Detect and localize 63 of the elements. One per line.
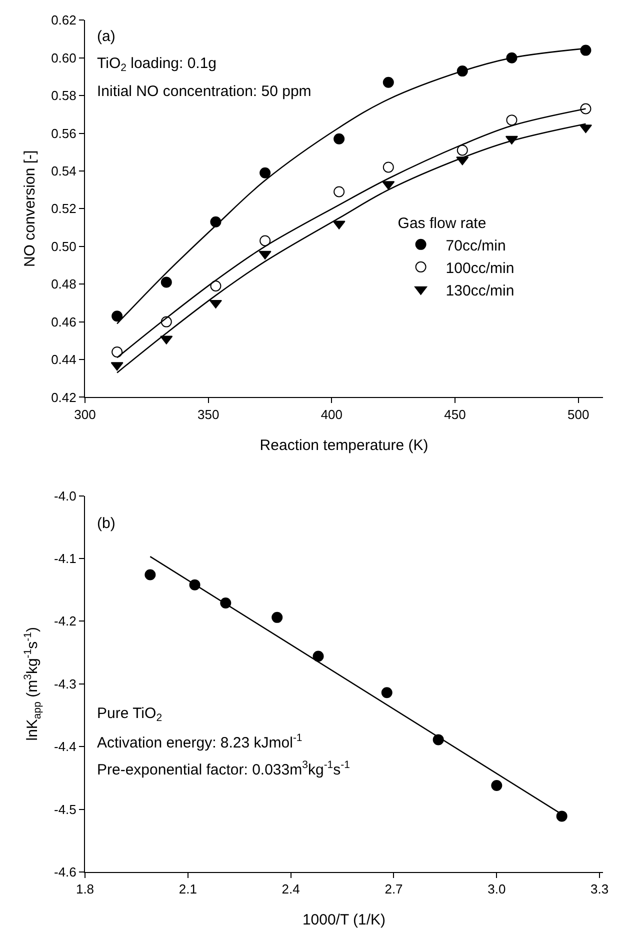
point <box>260 167 271 178</box>
x-tick-label: 3.0 <box>488 882 506 897</box>
point <box>334 133 345 144</box>
point <box>334 186 345 198</box>
annotation: TiO$_{2}$ loading: 0.1g <box>97 55 217 74</box>
point <box>312 650 324 662</box>
y-tick-label: -4.5 <box>54 802 76 817</box>
x-tick-label: 3.3 <box>590 882 609 897</box>
y-tick-label: 0.62 <box>51 12 76 28</box>
point <box>210 280 222 292</box>
x-axis-title: 1000/T (1/K) <box>302 912 386 929</box>
y-tick-label: 0.44 <box>51 352 76 368</box>
y-tick-label: 0.52 <box>51 201 76 216</box>
y-tick-label: 0.54 <box>51 164 76 179</box>
y-tick-label: -4.2 <box>54 614 76 629</box>
y-tick-label: 0.60 <box>51 50 76 66</box>
annotation: (b) <box>97 515 116 532</box>
y-tick-label: 0.58 <box>51 88 76 104</box>
point <box>580 44 592 56</box>
legend-title: Gas flow rate <box>398 215 486 232</box>
annotation: Pure TiO$_{2}$ <box>97 705 162 724</box>
point <box>382 162 394 173</box>
annotation: Activation energy: 8.23 kJmol$^{-1}$ <box>97 732 302 752</box>
point <box>144 569 156 580</box>
point <box>160 276 172 288</box>
y-tick-label: 0.46 <box>51 314 76 330</box>
x-tick-label: 400 <box>320 406 343 422</box>
point <box>272 612 283 623</box>
x-tick-label: 300 <box>74 406 96 422</box>
point <box>556 810 568 822</box>
x-tick-label: 2.4 <box>282 882 300 897</box>
y-tick-label: 0.48 <box>51 276 76 292</box>
y-axis-title: NO conversion [-] <box>21 150 38 268</box>
point <box>112 346 123 358</box>
x-tick-label: 2.1 <box>178 882 197 897</box>
y-tick-label: -4.4 <box>54 739 76 754</box>
x-tick-label: 500 <box>567 406 590 422</box>
point <box>382 76 394 88</box>
y-tick-label: 0.56 <box>51 126 76 141</box>
x-tick-label: 1.8 <box>76 882 94 897</box>
point <box>580 103 592 114</box>
y-tick-label: -4.1 <box>54 551 76 566</box>
x-tick-label: 450 <box>444 406 466 422</box>
legend-label: 100cc/min <box>446 260 514 277</box>
y-tick-label: -4.3 <box>54 676 76 692</box>
y-tick-label: 0.42 <box>51 390 76 405</box>
annotation: Initial NO concentration: 50 ppm <box>97 83 312 100</box>
point <box>260 235 271 246</box>
legend-label: 70cc/min <box>446 237 506 254</box>
x-tick-label: 350 <box>197 406 220 422</box>
y-tick-label: 0.50 <box>51 238 76 254</box>
y-tick-label: -4.6 <box>54 864 76 880</box>
annotation: Pre-exponential factor: 0.033m$^{3}$kg$^{-1}$s$^{-1}$ <box>97 759 350 778</box>
y-tick-label: -4.0 <box>54 488 76 504</box>
point <box>491 780 502 791</box>
point <box>506 114 518 126</box>
point <box>456 144 468 156</box>
annotation: (a) <box>97 28 116 45</box>
legend-label: 130cc/min <box>446 282 514 300</box>
x-axis-title: Reaction temperature (K) <box>260 436 428 454</box>
point <box>381 687 392 698</box>
x-tick-label: 2.7 <box>384 882 403 897</box>
point <box>112 310 123 322</box>
